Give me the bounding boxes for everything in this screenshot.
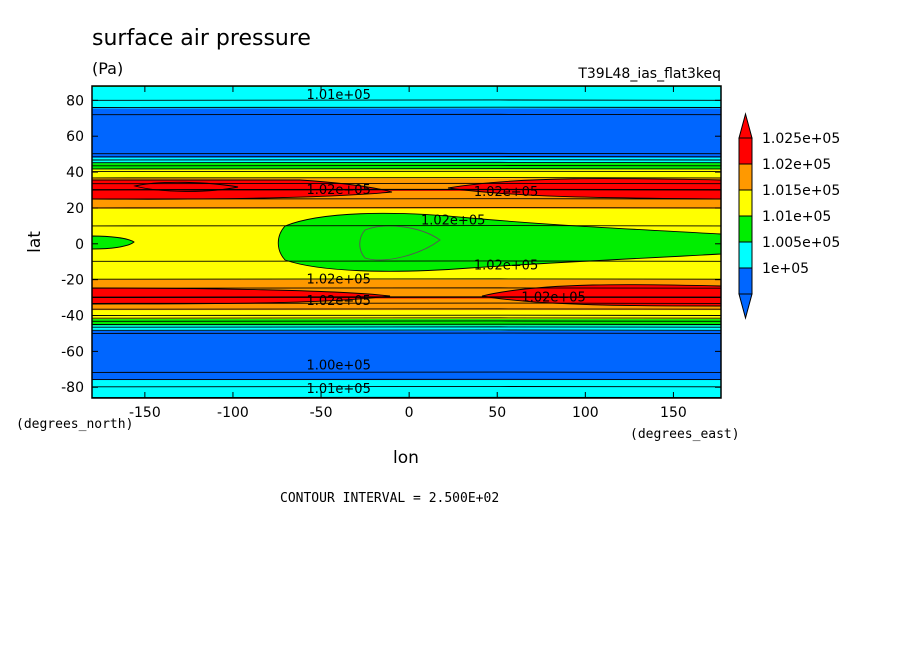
colorbar-swatch bbox=[738, 241, 753, 269]
pressure-band bbox=[92, 108, 721, 159]
x-tick-label: 100 bbox=[572, 405, 599, 421]
contour-label: 1.02e+05 bbox=[474, 185, 538, 200]
contour-label: 1.02e+05 bbox=[306, 183, 370, 198]
colorbar-label: 1.015e+05 bbox=[762, 183, 840, 199]
chart-units: (Pa) bbox=[92, 59, 123, 78]
y-tick-label: -60 bbox=[61, 344, 84, 360]
x-tick-label: 50 bbox=[488, 405, 506, 421]
contour-label: 1.01e+05 bbox=[306, 88, 370, 103]
pressure-band bbox=[92, 325, 721, 332]
y-tick-label: 40 bbox=[66, 165, 84, 181]
equatorial-low-west bbox=[92, 235, 135, 250]
contour-label: 1.02e+05 bbox=[306, 294, 370, 309]
contour-label: 1.02e+05 bbox=[306, 273, 370, 288]
pressure-band bbox=[92, 297, 721, 299]
colorbar-swatch bbox=[738, 189, 753, 217]
colorbar-bottom-arrow bbox=[738, 293, 753, 320]
x-tick-label: -100 bbox=[217, 405, 249, 421]
y-tick-label: 60 bbox=[66, 129, 84, 145]
pressure-band bbox=[92, 380, 721, 398]
colorbar-swatch bbox=[738, 215, 753, 243]
pressure-band bbox=[92, 163, 721, 170]
colorbar-swatch bbox=[738, 163, 753, 191]
y-tick-label: -40 bbox=[61, 309, 84, 325]
north-high-core bbox=[133, 181, 239, 192]
contour-label: 1.02e+05 bbox=[474, 258, 538, 273]
colorbar-label: 1e+05 bbox=[762, 261, 809, 277]
colorbar-top-arrow bbox=[738, 112, 753, 139]
contour-label: 1.02e+05 bbox=[421, 213, 485, 228]
pressure-band bbox=[92, 86, 721, 109]
y-units-label: (degrees_north) bbox=[16, 417, 133, 432]
contour-label: 1.01e+05 bbox=[306, 382, 370, 397]
equatorial-low-core bbox=[359, 225, 441, 261]
y-tick-label: 20 bbox=[66, 201, 84, 217]
contour-label: 1.00e+05 bbox=[306, 359, 370, 374]
south-high-west bbox=[92, 287, 391, 305]
x-units-label: (degrees_east) bbox=[630, 427, 740, 442]
x-tick-label: -50 bbox=[310, 405, 333, 421]
contour-interval-note: CONTOUR INTERVAL = 2.500E+02 bbox=[280, 491, 499, 506]
y-tick-label: -80 bbox=[61, 380, 84, 396]
colorbar-label: 1.01e+05 bbox=[762, 209, 831, 225]
y-tick-label: 0 bbox=[75, 237, 84, 253]
colorbar-swatch bbox=[738, 267, 753, 295]
colorbar-swatch bbox=[738, 137, 753, 165]
chart-title: surface air pressure bbox=[92, 26, 311, 51]
y-tick-label: -20 bbox=[61, 273, 84, 289]
colorbar-label: 1.02e+05 bbox=[762, 157, 831, 173]
x-tick-label: -150 bbox=[129, 405, 161, 421]
equatorial-low-region bbox=[277, 212, 721, 272]
colorbar-label: 1.025e+05 bbox=[762, 131, 840, 147]
pressure-band bbox=[92, 330, 721, 381]
y-tick-label: 80 bbox=[66, 93, 84, 109]
colorbar: 1.025e+05 1.02e+05 1.015e+05 1.01e+05 1.005e… bbox=[738, 112, 840, 320]
pressure-band bbox=[92, 319, 721, 326]
x-axis-label: lon bbox=[393, 448, 419, 468]
x-tick-label: 0 bbox=[405, 405, 414, 421]
plot-frame bbox=[91, 85, 722, 399]
run-label: T39L48_ias_flat3keq bbox=[577, 66, 721, 82]
y-axis-label: lat bbox=[25, 231, 45, 253]
plot-area: 1.01e+05 1.02e+05 1.02e+05 1.02e+05 1.02e+05… bbox=[91, 85, 722, 399]
pressure-band bbox=[92, 190, 721, 192]
contour-label: 1.02e+05 bbox=[521, 291, 585, 306]
colorbar-label: 1.005e+05 bbox=[762, 235, 840, 251]
pressure-band bbox=[92, 157, 721, 164]
x-tick-label: 150 bbox=[660, 405, 687, 421]
pressure-band bbox=[92, 169, 721, 179]
